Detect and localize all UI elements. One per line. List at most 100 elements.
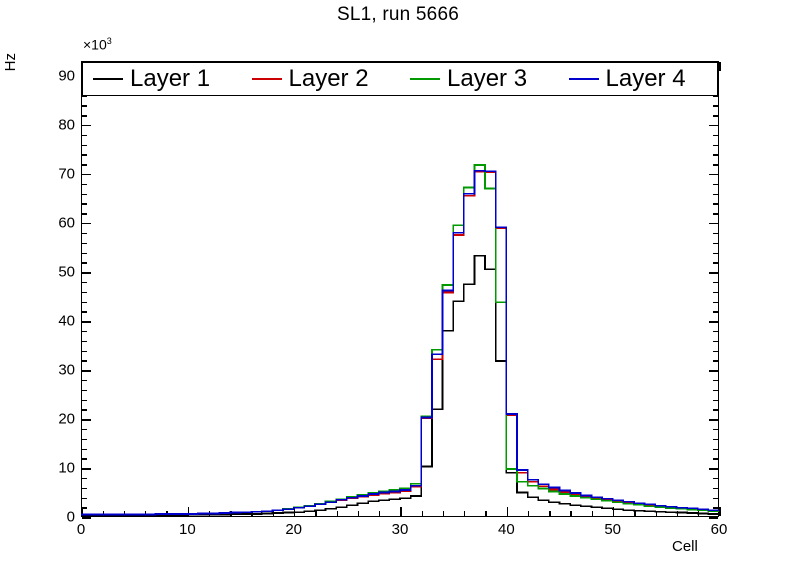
y-axis-exponent: ×103 [83, 36, 112, 53]
y-tick-minor [713, 193, 718, 196]
y-tick-minor [713, 183, 718, 186]
y-tick-minor [82, 399, 87, 401]
x-tick-major [719, 507, 721, 516]
x-tick-label: 20 [285, 521, 302, 538]
y-tick-minor [713, 291, 718, 294]
histogram-series-4 [81, 169, 719, 516]
y-tick-minor [713, 478, 718, 480]
y-tick-minor [82, 389, 87, 392]
legend: Layer 1 Layer 2 Layer 3 Layer 4 [82, 62, 718, 96]
y-tick-minor [713, 340, 718, 343]
legend-line-swatch-icon [93, 77, 123, 81]
y-tick-minor [713, 330, 718, 333]
y-tick-minor [713, 380, 718, 382]
y-tick-minor [713, 497, 718, 500]
y-tick-major [82, 419, 91, 421]
x-tick-minor [145, 511, 147, 516]
y-axis-title: Hz [2, 35, 19, 71]
y-tick-minor [713, 487, 718, 490]
x-tick-label: 50 [604, 521, 621, 538]
y-tick-major [709, 223, 718, 225]
x-tick-label: 40 [497, 521, 515, 538]
y-tick-minor [82, 95, 87, 97]
y-tick-major [82, 174, 91, 176]
y-tick-minor [82, 409, 87, 411]
y-tick-label: 10 [58, 459, 75, 477]
x-tick-major [400, 507, 402, 516]
y-tick-minor [82, 478, 87, 480]
y-tick-label: 50 [58, 263, 75, 281]
y-tick-minor [82, 301, 87, 303]
y-tick-minor [82, 252, 87, 254]
x-tick-minor [102, 511, 104, 516]
y-tick-major [709, 468, 718, 470]
y-tick-minor [82, 380, 87, 382]
legend-label: Layer 4 [605, 65, 686, 92]
y-tick-minor [82, 203, 87, 205]
page-title: SL1, run 5666 [337, 4, 459, 25]
y-tick-minor [82, 281, 87, 284]
x-tick-label: 10 [178, 521, 196, 538]
y-tick-minor [82, 134, 87, 137]
x-tick-minor [442, 511, 445, 516]
legend-entry-1[interactable]: Layer 1 [83, 67, 242, 91]
y-tick-major [82, 468, 91, 470]
x-axis-title: Cell [672, 538, 698, 555]
x-tick-minor [379, 511, 381, 516]
y-tick-label: 40 [58, 312, 75, 330]
y-tick-major [709, 419, 718, 421]
legend-line-swatch-icon [251, 77, 282, 81]
y-tick-minor [713, 311, 718, 313]
y-tick-minor [713, 232, 718, 235]
y-tick-label: 20 [58, 410, 75, 428]
x-tick-minor [591, 511, 594, 516]
x-tick-minor [570, 511, 572, 516]
legend-entry-2[interactable]: Layer 2 [242, 67, 401, 91]
y-tick-minor [82, 340, 87, 343]
x-tick-minor [464, 511, 466, 516]
y-tick-major [82, 517, 91, 519]
y-tick-major [82, 272, 91, 274]
x-tick-major [719, 62, 721, 71]
plot-frame [81, 61, 721, 519]
y-tick-minor [82, 242, 87, 245]
x-tick-major [506, 507, 509, 516]
y-tick-minor [713, 242, 718, 245]
y-tick-label: 90 [58, 67, 75, 85]
y-tick-minor [713, 105, 718, 107]
y-tick-minor [82, 429, 87, 431]
x-tick-major [612, 507, 615, 516]
y-tick-minor [82, 291, 87, 294]
y-tick-minor [713, 95, 718, 97]
y-tick-minor [713, 301, 718, 303]
y-tick-minor [82, 360, 87, 362]
y-axis-exponent-power: 3 [106, 36, 112, 46]
y-tick-major [82, 321, 91, 323]
y-tick-minor [713, 262, 718, 264]
x-tick-major [81, 507, 83, 516]
y-tick-minor [82, 487, 87, 490]
legend-entry-3[interactable]: Layer 3 [400, 67, 559, 91]
y-tick-minor [82, 350, 87, 352]
y-tick-minor [713, 164, 718, 166]
legend-entry-4[interactable]: Layer 4 [559, 67, 718, 91]
y-tick-minor [713, 399, 718, 401]
y-tick-minor [713, 429, 718, 431]
legend-line-swatch-icon [410, 77, 440, 81]
y-tick-minor [713, 252, 718, 254]
y-tick-minor [82, 262, 87, 264]
y-tick-minor [713, 115, 718, 117]
y-tick-minor [82, 183, 87, 186]
y-tick-minor [82, 164, 87, 166]
y-tick-minor [713, 438, 718, 441]
y-tick-minor [713, 350, 718, 352]
y-tick-minor [82, 115, 87, 117]
y-tick-label: 80 [58, 116, 75, 134]
y-tick-minor [82, 144, 87, 147]
y-tick-major [709, 174, 718, 176]
legend-label: Layer 3 [447, 65, 528, 92]
x-tick-major [187, 507, 190, 516]
y-tick-minor [713, 389, 718, 392]
histogram-series-3 [81, 164, 719, 516]
